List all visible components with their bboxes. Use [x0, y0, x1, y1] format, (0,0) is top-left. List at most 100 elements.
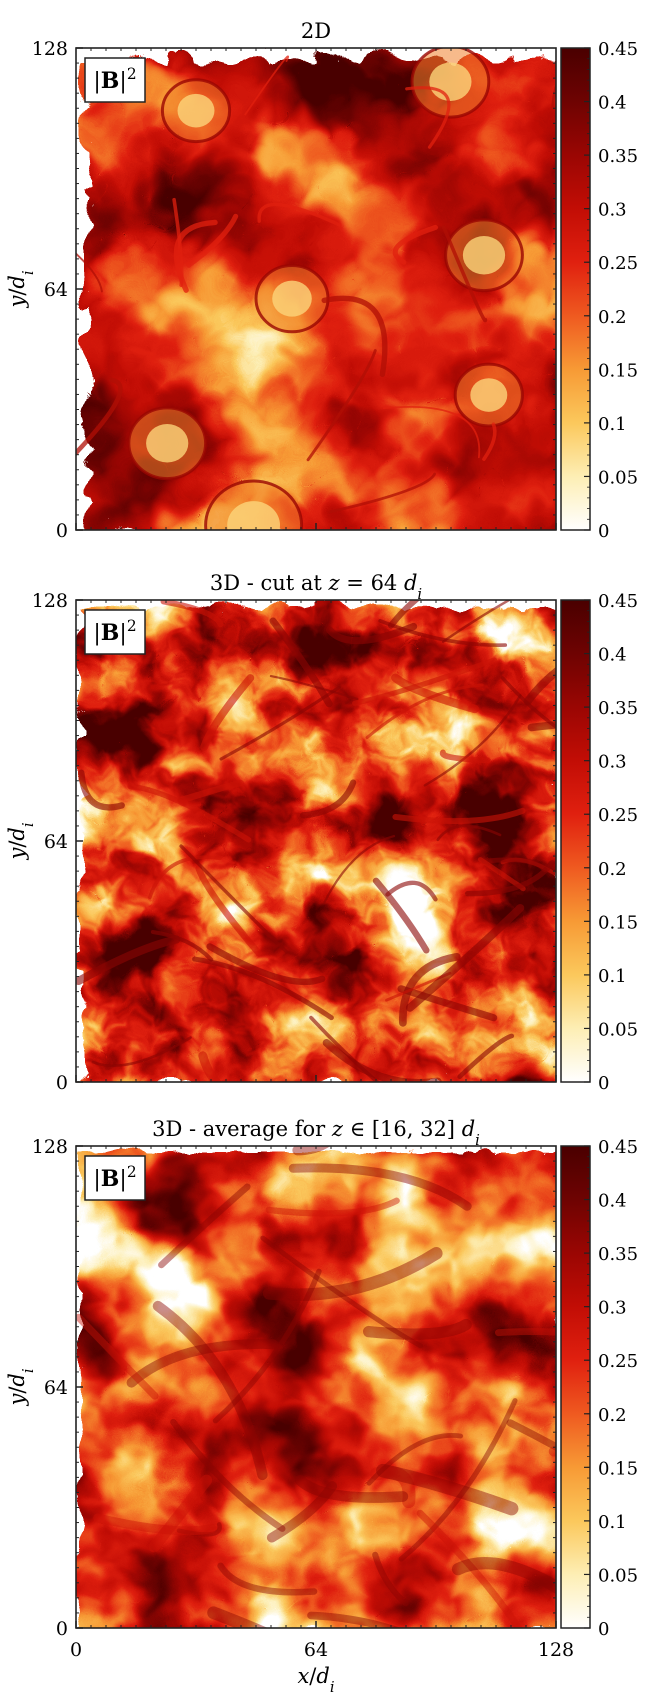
colorbar-tick-label: 0 [598, 1073, 609, 1094]
turbulent-sheet [299, 779, 357, 819]
current-sheet [76, 377, 123, 457]
current-sheet [441, 225, 488, 323]
turbulent-sheet [176, 1522, 222, 1537]
colorbar-tick-label: 0.45 [598, 591, 638, 612]
colorbar-tick-label: 0.2 [598, 1405, 627, 1426]
colorbar-tick-label: 0.4 [598, 1191, 627, 1212]
current-sheet [329, 472, 436, 514]
current-sheet [76, 252, 103, 293]
turbulent-sheet [260, 1235, 424, 1349]
x-axis-label: x/di [297, 1664, 334, 1696]
colorbar-tick-label: 0.3 [598, 1298, 627, 1319]
colorbar-tick-label: 0.35 [598, 1244, 638, 1265]
current-sheet [127, 406, 208, 481]
turbulent-sheet [523, 666, 556, 706]
field-label-box: |B|2 [84, 1155, 146, 1201]
field-label: |B|2 [93, 65, 136, 94]
colorbar-tick-label: 0.3 [598, 752, 627, 773]
heatmap-image [76, 1146, 556, 1628]
turbulent-sheet [150, 929, 214, 962]
x-tick-label: 128 [538, 1639, 574, 1661]
y-tick-label: 0 [56, 1618, 68, 1640]
minor-ticks [75, 599, 557, 1083]
turbulent-sheet [372, 1551, 409, 1607]
panel-title: 3D - average for z ∈ [16, 32] di [152, 1117, 480, 1149]
island-core [272, 280, 312, 317]
current-sheet [410, 48, 491, 119]
colorbar-tick-label: 0.25 [598, 805, 638, 826]
turbulent-sheet [160, 600, 224, 628]
turbulent-sheet [217, 1562, 318, 1596]
colorbar-tick-label: 0.3 [598, 200, 627, 221]
turbulent-sheet [200, 674, 255, 751]
current-sheet [551, 83, 556, 108]
turbulent-sheet [405, 903, 525, 1012]
colorbar-gradient [561, 1146, 590, 1628]
turbulent-sheet [506, 1419, 556, 1452]
turbulent-sheet [307, 1611, 401, 1628]
current-sheet [160, 78, 232, 144]
y-axis-label: y/di [5, 1368, 37, 1406]
colorbar-tick-label: 0.1 [598, 414, 627, 435]
turbulent-sheet [372, 877, 430, 954]
field-label-box: |B|2 [84, 57, 146, 103]
turbulent-sheet [362, 1318, 472, 1340]
colorbar-gradient [561, 48, 590, 530]
y-tick-label: 64 [44, 831, 68, 853]
colorbar-tick-label: 0.1 [598, 966, 627, 987]
colorbar-tick-label: 0.15 [598, 1458, 638, 1479]
turbulent-sheet [76, 1313, 159, 1400]
turbulent-sheet [269, 674, 359, 701]
colorbar-tick-label: 0 [598, 521, 609, 542]
field-label-box: |B|2 [84, 609, 146, 655]
turbulent-sheet [266, 1481, 338, 1543]
turbulent-sheet [207, 1606, 268, 1628]
y-tick-label: 128 [32, 590, 68, 612]
island-core [177, 93, 215, 128]
panel-title: 3D - cut at z = 64 di [210, 571, 422, 603]
turbulent-sheet [179, 844, 289, 954]
colorbar-tick-label: 0.05 [598, 467, 638, 488]
turbulent-sheet [78, 769, 125, 811]
turbulent-sheet [126, 1339, 279, 1388]
y-tick-label: 64 [44, 1377, 68, 1399]
island-core [429, 62, 472, 101]
turbulent-sheet [322, 1038, 442, 1082]
current-sheet [306, 349, 377, 462]
field-label: |B|2 [93, 1163, 136, 1192]
field-label: |B|2 [93, 617, 136, 646]
turbulent-sheet [212, 1268, 322, 1424]
y-axis-label: y/di [5, 822, 37, 860]
turbulent-sheet [206, 943, 326, 986]
turbulent-sheet [500, 676, 556, 730]
turbulent-sheet [464, 860, 555, 897]
heatmap-field [76, 600, 556, 1082]
island-core [227, 501, 280, 530]
colorbar: 0 0.05 0.1 0.15 0.2 0.25 0.3 0.35 0.4 0.45 [560, 39, 638, 542]
colorbar-tick-label: 0.2 [598, 859, 627, 880]
colorbar-tick-label: 0.35 [598, 146, 638, 167]
colorbar-tick-label: 0.25 [598, 253, 638, 274]
current-sheet [405, 86, 451, 149]
turbulent-sheet [385, 880, 438, 902]
turbulent-sheet [292, 1146, 331, 1156]
y-tick-label: 128 [32, 1136, 68, 1158]
colorbar-tick-label: 0.4 [598, 645, 627, 666]
turbulent-sheet [152, 1300, 268, 1481]
colorbar: 0 0.05 0.1 0.15 0.2 0.25 0.3 0.35 0.4 0.45 [560, 1137, 638, 1640]
current-sheet [257, 202, 342, 227]
heatmap-field [76, 48, 556, 530]
current-sheet [444, 218, 524, 293]
colorbar-tick-label: 0.45 [598, 39, 638, 60]
turbulent-sheet [477, 857, 526, 892]
turbulent-sheet [370, 1466, 416, 1509]
current-sheet [204, 479, 304, 530]
turbulent-sheet [294, 1474, 409, 1503]
colorbar-tick-label: 0.4 [598, 93, 627, 114]
turbulent-sheet [392, 807, 526, 824]
turbulent-sheet [148, 1474, 213, 1553]
turbulent-sheet [439, 749, 491, 764]
colorbar-tick-label: 0.2 [598, 307, 627, 328]
y-tick-label: 0 [56, 1072, 68, 1094]
